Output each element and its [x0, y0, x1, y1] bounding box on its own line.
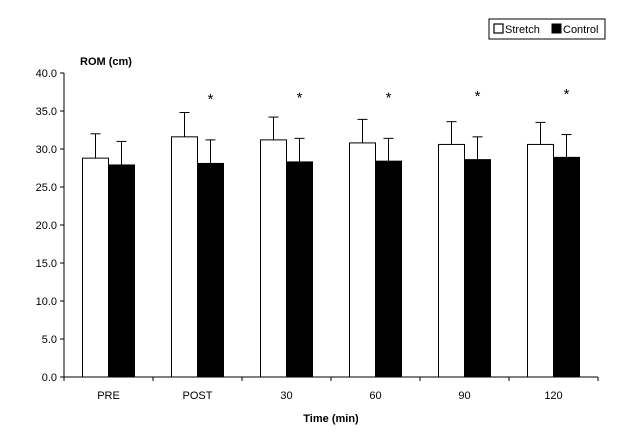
x-axis-title: Time (min) [303, 413, 359, 425]
significance-marker-post: * [208, 91, 214, 108]
y-tick-label: 15.0 [36, 258, 57, 270]
x-tick-label: PRE [97, 390, 120, 402]
bar-control-post [197, 162, 224, 378]
bar-stretch-120 [527, 143, 554, 378]
significance-marker-60: * [386, 90, 392, 107]
x-tick-label: POST [183, 390, 213, 402]
bar-control-pre [108, 164, 135, 378]
x-tick-label: 90 [458, 390, 470, 402]
bar-stretch-90 [438, 143, 465, 378]
significance-marker-30: * [297, 90, 303, 107]
bar-stretch-60 [349, 142, 376, 378]
x-tick-label: 60 [369, 390, 381, 402]
x-tick-label: 120 [544, 390, 562, 402]
y-tick-label: 10.0 [36, 296, 57, 308]
bar-stretch-post [171, 136, 198, 378]
y-tick-label: 25.0 [36, 182, 57, 194]
y-tick-label: 0.0 [42, 372, 57, 384]
bar-stretch-30 [260, 139, 287, 378]
legend-swatch-control [551, 23, 562, 34]
bar-control-120 [553, 156, 580, 378]
bar-control-90 [464, 159, 491, 378]
legend-box [488, 18, 606, 40]
significance-marker-120: * [564, 86, 570, 103]
legend: Stretch Control [488, 18, 606, 40]
plot-area: 0.0 5.0 10.0 15.0 20.0 25.0 30.0 35.0 40.0 PRE POS… [36, 68, 599, 402]
bar-control-30 [286, 161, 313, 378]
y-tick-label: 40.0 [36, 68, 57, 80]
bar-stretch-pre [82, 157, 109, 378]
legend-swatch-stretch [493, 23, 504, 34]
significance-marker-90: * [475, 88, 481, 105]
bar-control-60 [375, 160, 402, 378]
legend-label-stretch: Stretch [505, 24, 540, 36]
legend-label-control: Control [563, 24, 598, 36]
y-tick-label: 35.0 [36, 106, 57, 118]
x-tick-label: 30 [280, 390, 292, 402]
y-tick-label: 20.0 [36, 220, 57, 232]
y-axis-title: ROM (cm) [80, 56, 132, 68]
y-tick-label: 5.0 [42, 334, 57, 346]
y-tick-label: 30.0 [36, 144, 57, 156]
